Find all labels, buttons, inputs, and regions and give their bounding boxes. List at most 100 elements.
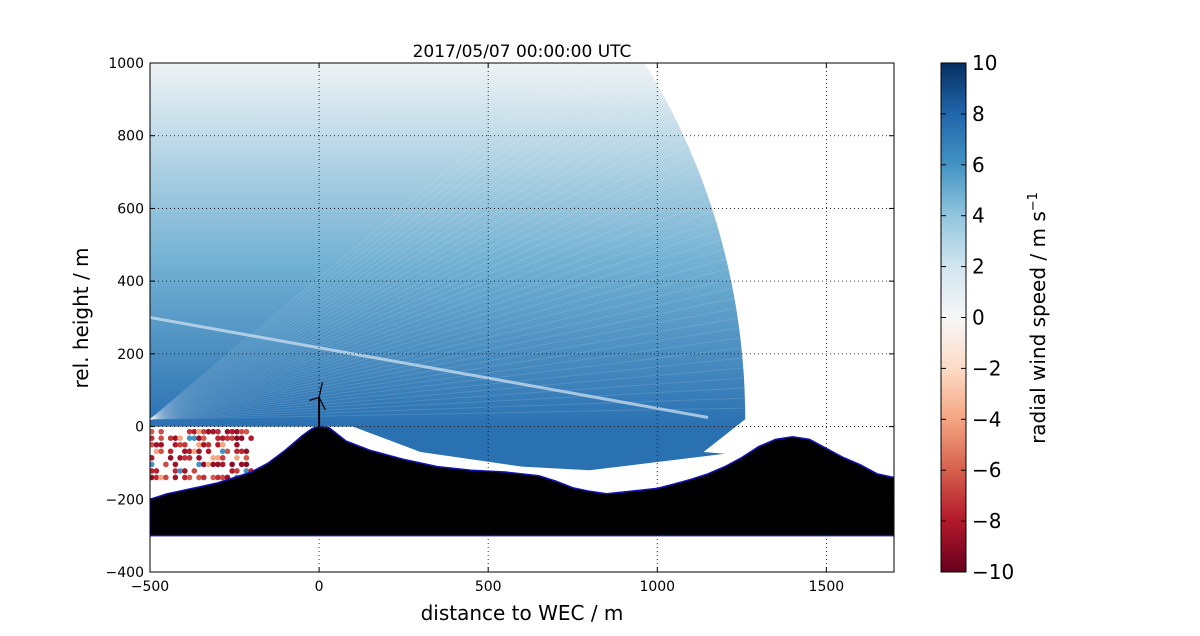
beam-line — [150, 220, 716, 420]
data-point — [191, 468, 198, 474]
data-point — [196, 455, 202, 461]
data-point — [224, 448, 231, 455]
data-point — [158, 428, 164, 435]
data-point — [238, 428, 245, 435]
data-point — [200, 474, 207, 481]
beam-line — [150, 191, 707, 420]
colorbar-tick-label: −8 — [972, 509, 1001, 533]
data-point — [205, 441, 212, 448]
data-point — [200, 428, 207, 435]
data-point — [210, 455, 217, 461]
data-point — [215, 474, 221, 481]
data-point — [224, 428, 231, 435]
data-point — [215, 461, 221, 468]
grid-lines — [150, 63, 894, 572]
beam-line — [150, 377, 744, 420]
plot-area — [150, 63, 894, 537]
data-point — [229, 461, 235, 468]
y-tick-label: 800 — [117, 129, 144, 145]
beam-line — [150, 357, 743, 420]
chart-title: 2017/05/07 00:00:00 UTC — [413, 42, 632, 62]
beam-line — [150, 258, 727, 420]
data-point — [243, 455, 250, 461]
y-tick-label: 400 — [117, 274, 144, 290]
data-point — [205, 461, 212, 468]
data-point — [182, 441, 188, 448]
data-point — [182, 455, 188, 461]
data-point — [219, 474, 226, 481]
data-point — [196, 474, 202, 481]
colorbar-tick-label: 8 — [972, 102, 985, 126]
data-point — [191, 428, 198, 435]
data-point — [153, 474, 160, 481]
y-tick-label: 200 — [117, 347, 144, 363]
beam-line — [150, 210, 713, 420]
beam-streak — [150, 316, 709, 419]
data-point — [196, 428, 202, 435]
negative-speed-points — [150, 428, 254, 481]
beam-line — [150, 307, 737, 420]
data-point — [186, 455, 193, 461]
y-tick-label: 0 — [135, 420, 144, 436]
data-point — [210, 461, 217, 468]
x-tick-label: 1500 — [809, 579, 845, 595]
beam-line — [150, 63, 606, 420]
data-point — [158, 441, 164, 448]
data-point — [186, 448, 193, 455]
beam-line — [150, 92, 663, 420]
data-point — [215, 428, 221, 435]
beam-line — [150, 268, 729, 420]
colorbar-ticks: 10 8 6 4 2 0 −2 −4 −6 −8 −10 — [941, 51, 1014, 584]
data-point — [150, 435, 155, 442]
data-point — [234, 441, 240, 448]
terrain-profile — [150, 425, 894, 537]
data-point — [167, 448, 174, 455]
beam-line — [150, 287, 733, 420]
data-point — [234, 448, 240, 455]
y-axis-label: rel. height / m — [69, 247, 93, 388]
data-point — [177, 435, 183, 442]
data-point — [219, 461, 226, 468]
data-point — [229, 435, 235, 442]
colorbar-label-exponent: −1 — [1026, 192, 1041, 211]
y-tick-label: −200 — [106, 492, 144, 508]
data-point — [215, 441, 221, 448]
data-point — [177, 468, 183, 474]
beam-line — [150, 278, 731, 420]
colorbar-tick-label: −2 — [972, 356, 1001, 380]
data-point — [229, 428, 235, 435]
beam-line — [150, 182, 704, 420]
beam-line — [150, 229, 719, 420]
data-point — [243, 448, 250, 455]
data-point — [153, 441, 160, 448]
beam-line — [150, 63, 637, 420]
beam-line — [150, 63, 591, 420]
data-point — [167, 455, 174, 461]
data-point — [150, 461, 155, 468]
beam-line — [150, 127, 681, 420]
beam-line — [150, 136, 685, 420]
wind-energy-converter-icon — [309, 381, 326, 427]
beam-line — [150, 172, 700, 420]
beam-line — [150, 248, 724, 420]
data-point — [186, 435, 193, 442]
data-point — [196, 435, 202, 442]
x-tick-label: 500 — [475, 579, 502, 595]
x-tick-label: 1000 — [639, 579, 675, 595]
data-point — [150, 441, 155, 448]
data-point — [210, 474, 217, 481]
beam-line — [150, 145, 689, 420]
lidar-beam-lines — [150, 63, 746, 420]
data-point — [200, 461, 207, 468]
y-axis-ticks: −400 −200 0 200 400 600 800 1000 — [106, 56, 894, 581]
data-point — [224, 435, 231, 442]
data-point — [219, 441, 226, 448]
beam-line — [150, 66, 648, 420]
data-point — [205, 448, 212, 455]
beam-line — [150, 75, 653, 420]
data-point — [234, 428, 240, 435]
beam-line — [150, 100, 667, 420]
data-point — [243, 461, 250, 468]
colorbar-tick-label: 2 — [972, 255, 985, 279]
